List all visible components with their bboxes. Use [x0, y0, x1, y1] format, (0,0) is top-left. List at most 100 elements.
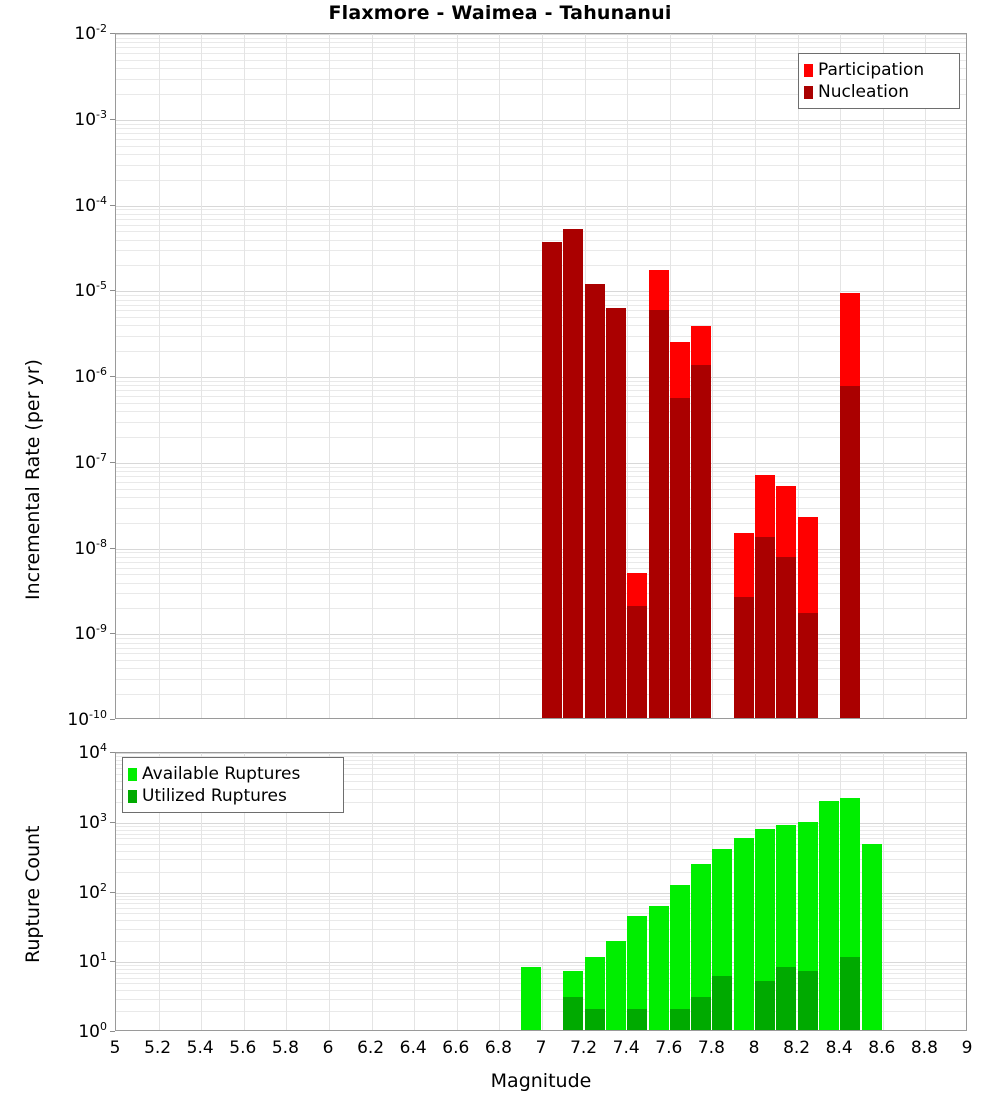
- utilized-ruptures-segment: [776, 967, 797, 1030]
- x-axis-tick-label: 5.2: [144, 1038, 172, 1058]
- gridline-vertical: [585, 753, 586, 1030]
- gridline-minor: [116, 385, 966, 386]
- gridline-minor: [116, 317, 966, 318]
- gridline-vertical: [925, 753, 926, 1030]
- x-axis-tick-label: 8: [748, 1038, 760, 1058]
- x-axis-tick-label: 5: [109, 1038, 121, 1058]
- available-ruptures-segment: [755, 829, 776, 1030]
- gridline-vertical: [499, 753, 500, 1030]
- gridline-minor: [116, 908, 966, 909]
- x-axis-tick-label: 8.2: [783, 1038, 811, 1058]
- gridline-minor: [116, 638, 966, 639]
- y-axis-tick-label: 10-5: [74, 279, 107, 302]
- y-axis-tick-label: 10-9: [74, 622, 107, 645]
- gridline-minor: [116, 903, 966, 904]
- gridline-major: [116, 120, 966, 121]
- nucleation-segment: [755, 536, 776, 718]
- available-ruptures-segment: [733, 838, 754, 1030]
- gridline-vertical: [798, 34, 799, 718]
- legend-item: Utilized Ruptures: [128, 785, 336, 807]
- gridline-minor: [116, 834, 966, 835]
- gridline-minor: [116, 165, 966, 166]
- nucleation-segment: [563, 228, 584, 718]
- rupture-bar: [712, 753, 733, 1030]
- gridline-minor: [116, 802, 966, 803]
- y-axis-tick-label: 10-2: [74, 22, 107, 44]
- x-axis-tick-label: 6.4: [399, 1038, 427, 1058]
- nucleation-segment: [733, 596, 754, 718]
- gridline-vertical: [712, 34, 713, 718]
- rupture-bar: [563, 753, 584, 1030]
- x-axis-tick-label: 6.6: [442, 1038, 470, 1058]
- gridline-minor: [116, 774, 966, 775]
- gridline-minor: [116, 896, 966, 897]
- y-axis-tickmark: [110, 891, 115, 893]
- gridline-minor: [116, 694, 966, 695]
- gridline-minor: [116, 653, 966, 654]
- gridline-vertical: [627, 34, 628, 718]
- legend-swatch-icon: [128, 767, 137, 781]
- gridline-vertical: [329, 34, 330, 718]
- available-ruptures-segment: [648, 905, 669, 1030]
- rupture-bar: [584, 753, 605, 1030]
- incremental-rate-y-axis-label: Incremental Rate (per yr): [22, 359, 44, 600]
- gridline-minor: [116, 325, 966, 326]
- gridline-vertical: [457, 34, 458, 718]
- gridline-minor: [116, 789, 966, 790]
- x-axis-tick-label: 8.6: [868, 1038, 896, 1058]
- x-axis-tick-label: 9: [961, 1038, 973, 1058]
- gridline-minor: [116, 764, 966, 765]
- gridline-minor: [116, 643, 966, 644]
- rupture-bar: [861, 753, 882, 1030]
- gridline-vertical: [286, 34, 287, 718]
- y-axis-tickmark: [110, 547, 115, 549]
- gridline-minor: [116, 231, 966, 232]
- gridline-minor: [116, 660, 966, 661]
- available-ruptures-segment: [627, 916, 648, 1030]
- gridline-minor: [116, 437, 966, 438]
- y-axis-tickmark: [110, 1031, 115, 1032]
- x-axis-tick-label: 6: [322, 1038, 334, 1058]
- rupture-bar: [691, 753, 712, 1030]
- gridline-vertical: [883, 34, 884, 718]
- rupture-bar: [520, 753, 541, 1030]
- gridline-minor: [116, 467, 966, 468]
- gridline-minor: [116, 899, 966, 900]
- nucleation-segment: [584, 284, 605, 718]
- gridline-minor: [116, 310, 966, 311]
- gridline-minor: [116, 133, 966, 134]
- gridline-vertical: [244, 34, 245, 718]
- gridline-vertical: [159, 34, 160, 718]
- gridline-minor: [116, 768, 966, 769]
- available-ruptures-segment: [818, 801, 839, 1030]
- y-axis-tick-label: 10-6: [74, 365, 107, 387]
- gridline-minor: [116, 583, 966, 584]
- magnitude-x-axis-label: Magnitude: [490, 1070, 592, 1092]
- gridline-vertical: [414, 753, 415, 1030]
- gridline-minor: [116, 53, 966, 54]
- gridline-vertical: [286, 753, 287, 1030]
- gridline-minor: [116, 471, 966, 472]
- x-axis-tick-label: 5.6: [229, 1038, 257, 1058]
- gridline-minor: [116, 608, 966, 609]
- x-axis-tick-label: 8.4: [825, 1038, 853, 1058]
- gridline-minor: [116, 154, 966, 155]
- gridline-minor: [116, 920, 966, 921]
- gridline-minor: [116, 969, 966, 970]
- gridline-minor: [116, 381, 966, 382]
- gridline-major: [116, 753, 966, 754]
- available-ruptures-segment: [605, 940, 626, 1030]
- x-axis-tick-label: 8.8: [910, 1038, 938, 1058]
- nucleation-segment: [542, 241, 563, 718]
- gridline-minor: [116, 336, 966, 337]
- rate-bar: [648, 34, 669, 718]
- rate-bar: [542, 34, 563, 718]
- rate-bar: [584, 34, 605, 718]
- gridline-minor: [116, 68, 966, 69]
- gridline-minor: [116, 250, 966, 251]
- gridline-vertical: [159, 753, 160, 1030]
- legend-label: Available Ruptures: [142, 764, 301, 784]
- incremental-rate-legend: Participation Nucleation: [798, 53, 960, 109]
- rupture-bar: [776, 753, 797, 1030]
